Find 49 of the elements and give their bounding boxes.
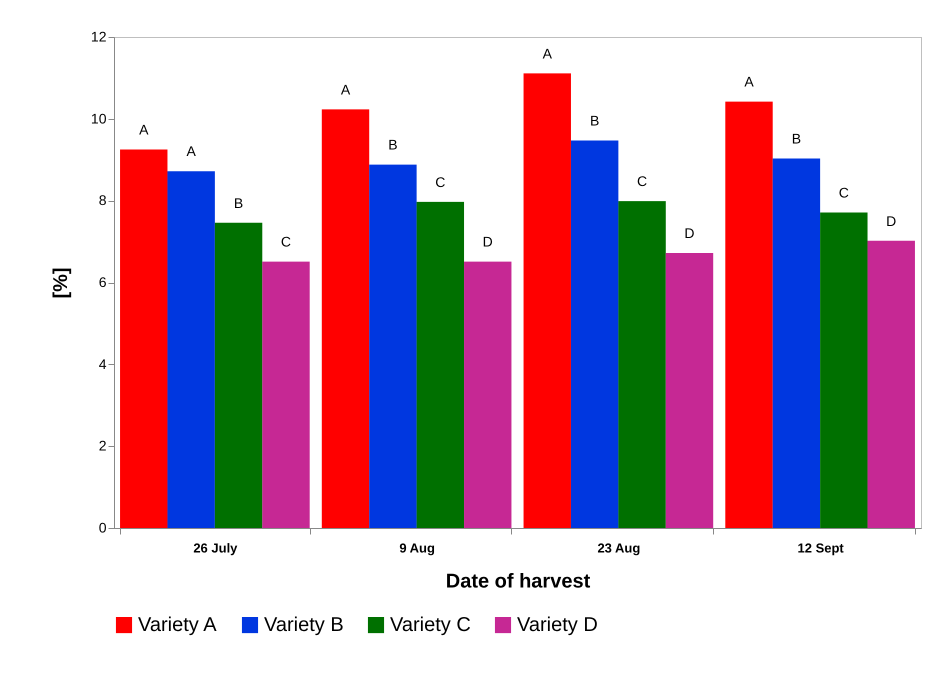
y-tick-label: 12 [90,28,107,44]
legend-label: Variety A [138,614,218,636]
x-axis-title: Date of harvest [446,570,591,592]
bar [416,202,464,528]
data-label: D [684,225,695,242]
data-label: A [542,45,553,62]
data-label: A [139,122,150,138]
bar [570,140,618,528]
data-label: B [792,130,802,147]
bar [524,73,571,528]
x-tick-label: 23 Aug [597,540,640,556]
y-tick-label: 10 [90,110,107,126]
bar [772,158,820,528]
bar [820,212,868,528]
legend-label: Variety B [264,614,344,636]
data-label: C [838,184,849,201]
data-label: D [886,212,896,229]
y-tick-label: 4 [98,356,107,372]
x-tick-label: 9 Aug [399,540,435,556]
data-label: B [234,194,244,211]
data-label: C [280,234,292,250]
bar [618,201,666,528]
bar [725,102,773,528]
y-tick-label: 2 [98,438,107,454]
bar [214,222,262,528]
bar [369,164,417,528]
data-label: B [590,112,600,129]
x-tick-label: 26 July [193,540,238,556]
data-label: C [637,173,648,190]
x-tick-label: 12 Sept [798,540,844,556]
data-label: B [388,136,398,153]
legend-label: Variety D [517,614,598,636]
data-label: D [482,234,493,250]
legend-label: Variety C [390,614,471,636]
bar [262,262,310,528]
bar [167,171,215,528]
data-label: A [186,143,196,160]
bar [464,262,512,528]
data-label: C [435,174,446,190]
bar [120,150,168,528]
bar [322,109,370,528]
bar [666,253,714,528]
data-label: A [340,81,351,98]
data-label: A [744,74,754,90]
y-tick-label: 8 [98,192,107,208]
y-tick-label: 0 [98,520,107,536]
bar [868,240,915,528]
y-tick-label: 6 [98,274,107,290]
y-axis-title: [%] [50,267,72,299]
